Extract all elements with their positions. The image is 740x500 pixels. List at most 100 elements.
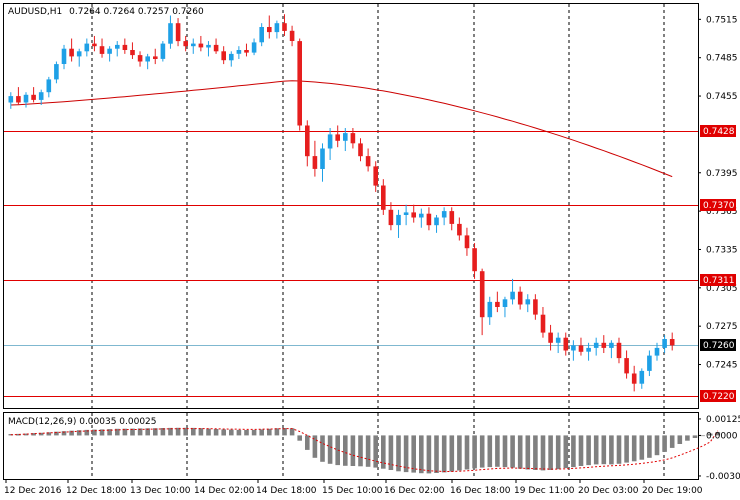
candle-body [411, 212, 416, 218]
time-tick-label: 14 Dec 18:00 [256, 486, 317, 496]
macd-histogram-bar [145, 428, 150, 436]
candle-body [525, 299, 531, 305]
macd-histogram-bar [479, 435, 485, 468]
macd-histogram-bar [76, 430, 82, 436]
macd-histogram-bar [540, 435, 546, 471]
macd-histogram-bar [175, 427, 181, 436]
macd-histogram-bar [259, 429, 264, 436]
time-axis: 12 Dec 2016 12 Dec 18:00 13 Dec 10:00 14 De… [4, 479, 703, 496]
candle-body [16, 96, 21, 103]
candle-body [563, 337, 569, 351]
macd-histogram-bar [517, 435, 523, 469]
candle-body [654, 347, 660, 356]
candle-body [175, 23, 181, 42]
macd-histogram-bar [183, 427, 188, 436]
macd-histogram-bar [221, 429, 226, 436]
candle-body [153, 56, 158, 59]
time-tick-label: 14 Dec 02:00 [194, 486, 255, 496]
candle-body [533, 299, 538, 315]
candle-body [548, 332, 553, 343]
level-price-tag [700, 199, 736, 211]
macd-histogram-bar [297, 435, 302, 441]
candle-body [373, 166, 378, 186]
macd-histogram-bar [525, 435, 531, 470]
time-tick-label: 16 Dec 18:00 [450, 486, 511, 496]
level-price-tag-label: 0.7428 [703, 127, 735, 137]
candle-body [115, 44, 120, 49]
macd-histogram-bar [213, 429, 219, 436]
price-tick-label: 0.7485 [706, 54, 738, 64]
macd-histogram-bar [282, 428, 287, 436]
candle-body [441, 211, 447, 218]
macd-histogram-bar [122, 428, 128, 436]
candle-body [624, 358, 629, 374]
candle-body [221, 51, 226, 61]
macd-histogram-bar [631, 435, 637, 462]
vertical-grid [91, 4, 665, 479]
candle-body [191, 43, 196, 47]
macd-histogram-bar [198, 428, 204, 436]
macd-histogram-bar [441, 435, 447, 473]
candle-body [259, 27, 264, 43]
price-tick-label: 0.7455 [706, 92, 738, 102]
macd-histogram-bar [168, 427, 173, 436]
macd-histogram-bar [274, 428, 280, 436]
candle-body [183, 41, 188, 47]
candle-body [457, 223, 462, 236]
macd-histogram-bar [700, 435, 705, 437]
macd-histogram-bar [555, 435, 561, 470]
macd-histogram-bar [191, 427, 196, 436]
macd-histogram-bar [639, 435, 645, 460]
candle-body [289, 30, 295, 41]
macd-histogram-bar [487, 435, 493, 468]
macd-histogram-bar [358, 435, 363, 467]
macd-histogram-bar [601, 435, 607, 465]
candle-body [426, 213, 432, 226]
macd-histogram-bar [84, 429, 90, 436]
macd-histogram-bar [137, 428, 143, 436]
level-price-tag-label: 0.7370 [703, 201, 735, 211]
macd-histogram-bar [548, 435, 553, 470]
candle-body [137, 55, 143, 62]
macd-histogram-bar [616, 435, 622, 464]
macd-histogram-bar [677, 435, 683, 444]
candle-body [282, 23, 287, 31]
current-price-tag-label: 0.7260 [703, 341, 735, 351]
macd-histogram-bar [495, 435, 500, 467]
macd-histogram-bar [449, 435, 455, 472]
candle-body [472, 248, 477, 272]
macd-histogram-bar [669, 435, 675, 448]
price-tick-label: 0.7335 [706, 245, 738, 255]
candle-body [434, 217, 439, 226]
macd-histogram-bar [381, 435, 386, 469]
candle-body [168, 23, 173, 44]
candle-body [639, 370, 645, 384]
candle-body [350, 133, 356, 144]
price-tick-label: 0.7305 [706, 284, 738, 294]
candlestick-series [8, 14, 675, 392]
macd-histogram-bar [411, 435, 416, 473]
macd-histogram-bar [69, 430, 74, 436]
macd-histogram-bar [236, 429, 242, 436]
candle-body [502, 299, 508, 307]
candle-body [510, 291, 515, 300]
macd-histogram-bar [533, 435, 538, 470]
macd-histogram-bar [335, 435, 340, 466]
candle-body [69, 48, 74, 57]
candle-body [31, 94, 36, 100]
macd-header: MACD(12,26,9) 0.00035 0.00025 [8, 417, 157, 427]
level-price-tag-label: 0.7220 [703, 392, 735, 402]
candle-body [130, 50, 135, 56]
candle-body [236, 50, 242, 54]
macd-histogram-bar [130, 428, 135, 436]
candle-body [61, 48, 67, 64]
candle-body [449, 211, 455, 224]
time-tick-label: 13 Dec 10:00 [130, 486, 191, 496]
current-price-tag [700, 339, 736, 351]
ohlc-values: 0.7264 0.7264 0.7257 0.7260 [69, 7, 204, 17]
candle-body [274, 23, 280, 33]
macd-histogram-bar [388, 435, 394, 470]
candle-body [198, 43, 204, 48]
